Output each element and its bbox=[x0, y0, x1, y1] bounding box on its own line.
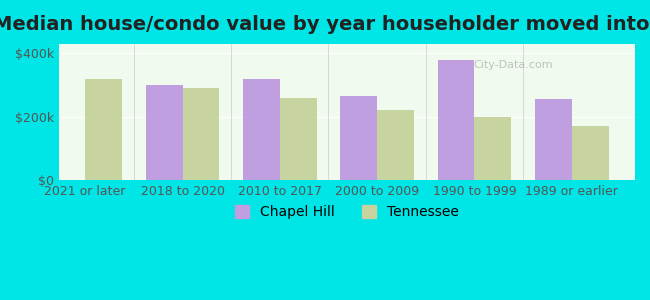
Bar bbox=[280, 98, 317, 180]
Bar bbox=[437, 60, 474, 180]
Bar bbox=[340, 96, 377, 180]
Bar bbox=[535, 99, 572, 180]
Bar bbox=[474, 117, 512, 180]
Bar bbox=[146, 85, 183, 180]
Text: City-Data.com: City-Data.com bbox=[474, 60, 553, 70]
Bar bbox=[183, 88, 220, 180]
Bar bbox=[243, 79, 280, 180]
Bar bbox=[377, 110, 414, 180]
Title: Median house/condo value by year householder moved into unit: Median house/condo value by year househo… bbox=[0, 15, 650, 34]
Bar bbox=[572, 126, 609, 180]
Legend: Chapel Hill, Tennessee: Chapel Hill, Tennessee bbox=[229, 200, 465, 225]
Bar bbox=[85, 79, 122, 180]
